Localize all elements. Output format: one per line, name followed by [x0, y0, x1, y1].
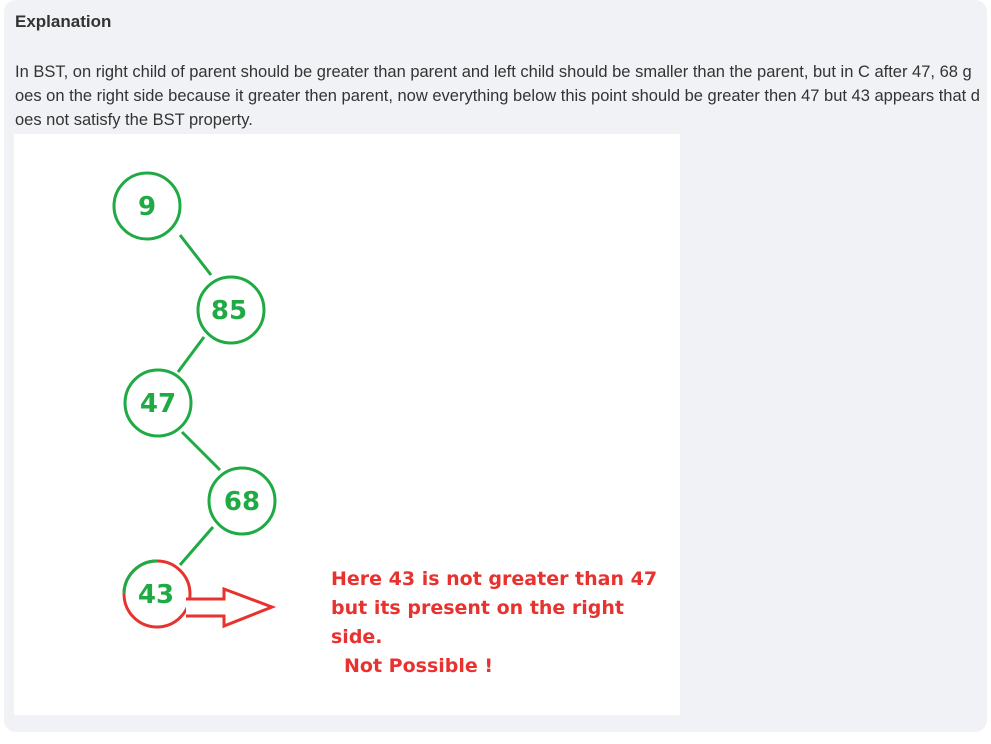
tree-node-47: 47 — [123, 368, 193, 438]
tree-node-9: 9 — [112, 171, 182, 241]
note-line-2: but its present on the right — [331, 597, 624, 619]
explanation-card: Explanation In BST, on right child of pa… — [4, 0, 987, 732]
edge-68-43 — [178, 526, 215, 566]
edge-47-68 — [180, 430, 222, 472]
section-heading: Explanation — [15, 12, 112, 31]
node-label: 47 — [140, 389, 176, 419]
explanation-text: In BST, on right child of parent should … — [15, 63, 980, 129]
node-label: 68 — [224, 487, 260, 517]
node-label: 9 — [138, 192, 156, 222]
node-label: 85 — [211, 296, 247, 326]
tree-node-85: 85 — [196, 275, 266, 345]
edge-85-47 — [176, 336, 206, 373]
right-arrow-icon — [186, 586, 277, 629]
bst-diagram-svg: 9 85 47 68 43 — [112, 171, 657, 677]
node-label: 43 — [138, 580, 174, 610]
note-line-1: Here 43 is not greater than 47 — [331, 568, 657, 590]
note-line-3: side. — [331, 626, 383, 648]
tree-node-68: 68 — [207, 466, 277, 536]
edge-9-85 — [178, 234, 213, 276]
bst-diagram: 9 85 47 68 43 — [14, 134, 680, 715]
tree-node-43: 43 — [122, 559, 192, 629]
note-line-4: Not Possible ! — [344, 655, 493, 677]
